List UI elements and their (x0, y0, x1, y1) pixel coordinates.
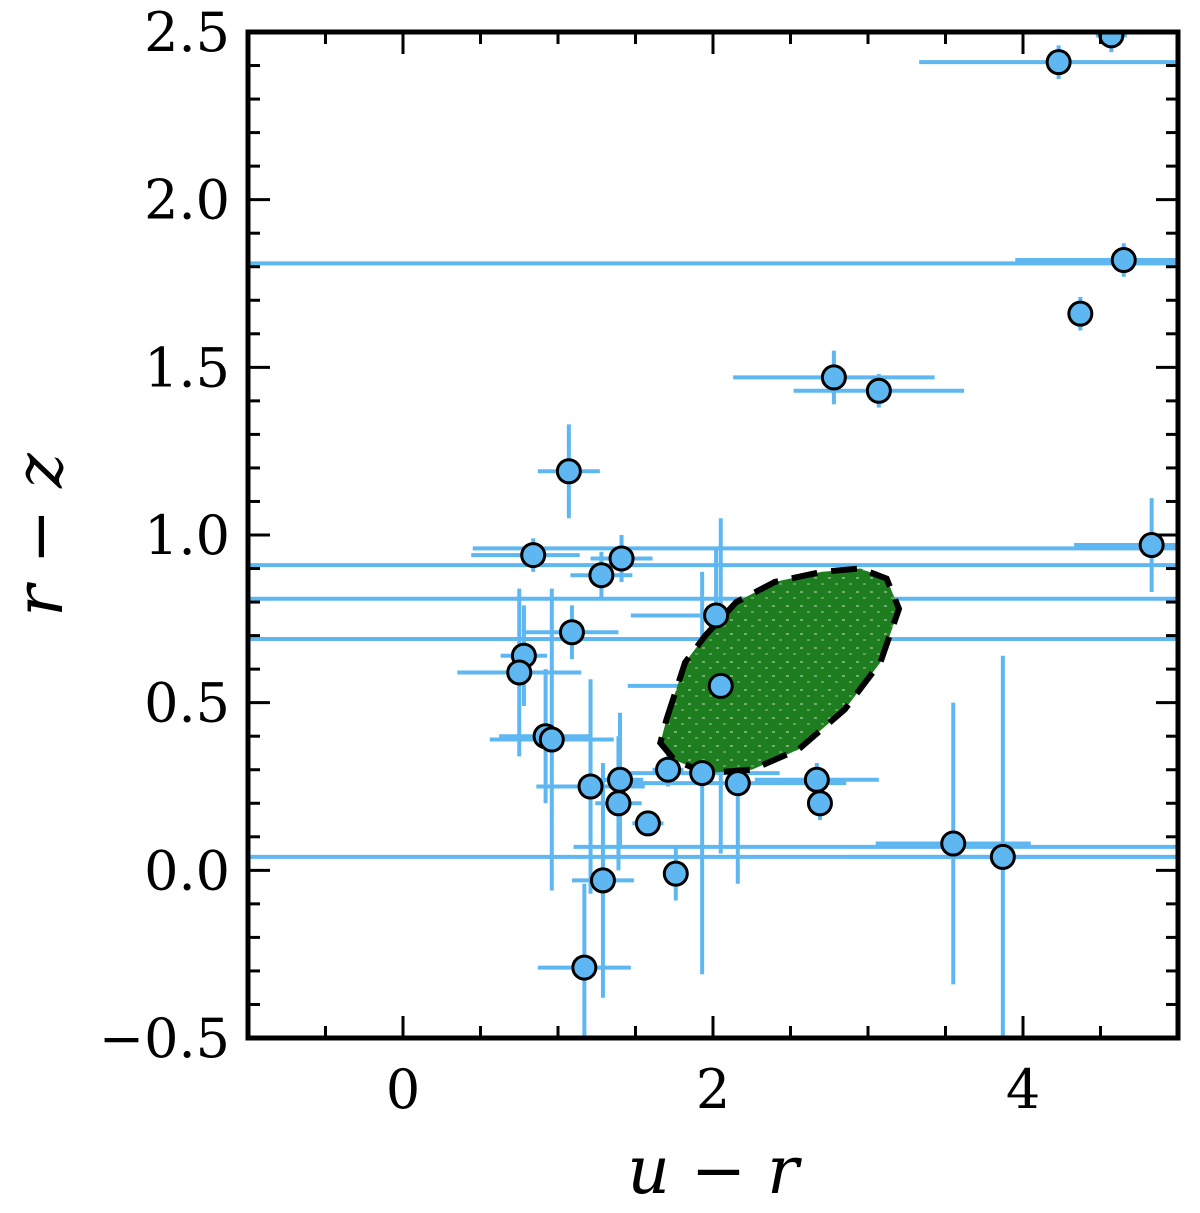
point-layer (506, 32, 1165, 981)
x-axis-label: u − r (627, 1132, 802, 1209)
errorbar-layer (457, 32, 1178, 1038)
data-point-22 (806, 790, 833, 817)
data-point-20 (707, 672, 734, 699)
y-tick-label: 0.5 (144, 672, 230, 735)
data-point-14 (571, 954, 598, 981)
data-point-9 (577, 773, 604, 800)
plot-border (245, 29, 1181, 1041)
data-point-15 (662, 860, 689, 887)
data-point-23 (820, 364, 847, 391)
y-tick-label: −0.5 (99, 1007, 230, 1070)
data-point-31 (1138, 532, 1165, 559)
x-tick-label: 0 (386, 1058, 420, 1121)
data-point-21 (803, 766, 830, 793)
data-point-1 (520, 542, 547, 569)
data-point-17 (689, 760, 716, 787)
x-axis-ticks: 0 2 4 (246, 32, 1180, 1121)
y-tick-label: 1.5 (144, 336, 230, 399)
data-point-12 (634, 810, 661, 837)
data-point-25 (940, 830, 967, 857)
data-point-4 (558, 619, 585, 646)
y-tick-label: 1.0 (144, 504, 230, 567)
data-point-6 (506, 659, 533, 686)
data-point-10 (607, 766, 633, 793)
axes-frame (245, 29, 1181, 1041)
y-tick-label: 2.0 (144, 169, 230, 232)
data-point-2 (588, 562, 615, 589)
data-point-29 (1067, 300, 1094, 327)
y-axis-ticks: −0.5 0.0 0.5 1.0 1.5 2.0 2.5 (99, 1, 1178, 1070)
color-region (660, 568, 899, 774)
data-point-26 (989, 843, 1016, 870)
data-point-24 (865, 377, 892, 404)
x-tick-label: 2 (696, 1058, 730, 1121)
data-point-16 (655, 756, 682, 783)
y-tick-label: 2.5 (144, 1, 230, 64)
data-point-0 (555, 458, 582, 485)
data-point-19 (703, 602, 730, 629)
y-axis-label: r − z (1, 452, 78, 617)
x-tick-label: 4 (1006, 1058, 1040, 1121)
data-point-30 (1110, 247, 1137, 274)
data-point-28 (1098, 32, 1125, 49)
y-tick-label: 0.0 (144, 839, 230, 902)
data-point-8 (538, 726, 565, 753)
data-point-27 (1045, 49, 1072, 76)
data-point-3 (608, 545, 635, 572)
long-errorbar-layer (248, 261, 1178, 859)
data-point-13 (589, 867, 616, 894)
data-point-18 (724, 770, 751, 797)
data-point-11 (605, 790, 632, 817)
